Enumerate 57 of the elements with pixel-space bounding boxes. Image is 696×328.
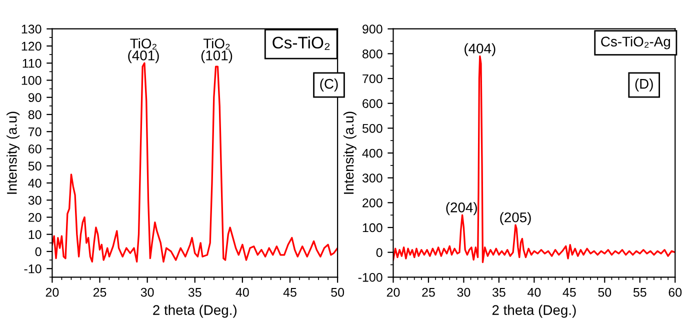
y-tick-label: 120 xyxy=(22,42,42,51)
x-tick-label: 30 xyxy=(457,288,470,297)
x-tick-label: 35 xyxy=(188,288,202,297)
y-tick-label: 400 xyxy=(362,148,382,158)
x-tick-label: 50 xyxy=(331,288,344,297)
y-tick-label: 100 xyxy=(22,76,42,85)
annotation: TiO₂ (101) xyxy=(201,38,232,64)
x-tick-label: 55 xyxy=(633,288,646,297)
y-tick-label: 800 xyxy=(362,49,382,58)
annotation: (205) xyxy=(500,212,531,226)
x-tick-label: 40 xyxy=(236,288,249,297)
x-tick-label: 20 xyxy=(386,288,400,297)
x-tick-label: 40 xyxy=(528,288,541,297)
annotation: (404) xyxy=(464,43,496,56)
y-tick-label: 100 xyxy=(362,223,382,232)
y-tick-label: -10 xyxy=(24,264,42,274)
annotation: Cs-TiO₂-Ag xyxy=(601,36,670,50)
y-tick-label: 900 xyxy=(362,24,382,34)
y-tick-label: 700 xyxy=(362,74,382,84)
y-tick-label: 110 xyxy=(22,58,42,68)
x-tick-label: 25 xyxy=(422,288,435,297)
x-tick-label: 45 xyxy=(283,288,296,297)
y-tick-label: 80 xyxy=(28,110,42,120)
x-tick-label: 25 xyxy=(93,288,106,297)
y-tick-label: 50 xyxy=(28,162,42,171)
annotation: (C) xyxy=(320,78,338,92)
annotation: (204) xyxy=(446,202,477,216)
y-tick-label: 300 xyxy=(362,174,382,182)
y-tick-label: 30 xyxy=(28,196,42,205)
y-tick-label: 0 xyxy=(35,247,42,256)
annotation: (D) xyxy=(635,78,653,92)
y-tick-label: 600 xyxy=(362,99,382,108)
x-axis-title: 2 theta (Deg.) xyxy=(153,304,236,318)
x-tick-label: 30 xyxy=(140,288,154,297)
y-tick-label: 10 xyxy=(28,230,42,240)
y-tick-label: 70 xyxy=(28,127,42,136)
y-tick-label: 500 xyxy=(362,124,382,133)
annotation: TiO₂ (401) xyxy=(128,38,159,64)
y-axis-title: Intensity (a.u) xyxy=(6,112,20,194)
x-tick-label: 35 xyxy=(492,288,506,297)
y-tick-label: 20 xyxy=(28,213,42,222)
y-tick-label: 130 xyxy=(22,24,42,34)
x-tick-label: 45 xyxy=(562,288,576,297)
annotation: Cs-TiO₂ xyxy=(272,36,330,50)
y-tick-label: 90 xyxy=(28,93,42,102)
y-tick-label: 200 xyxy=(362,198,382,208)
x-axis-title: 2 theta (Deg.) xyxy=(492,304,576,318)
y-tick-label: 0 xyxy=(376,248,382,257)
y-tick-label: -100 xyxy=(358,272,382,282)
line-series xyxy=(52,62,338,263)
x-tick-label: 60 xyxy=(668,288,682,297)
x-tick-label: 20 xyxy=(46,288,59,297)
x-tick-label: 50 xyxy=(598,288,612,297)
y-axis-title: Intensity (a.u) xyxy=(343,112,356,194)
line-series xyxy=(393,55,676,264)
y-tick-label: 60 xyxy=(28,144,42,154)
y-tick-label: 40 xyxy=(28,178,42,188)
